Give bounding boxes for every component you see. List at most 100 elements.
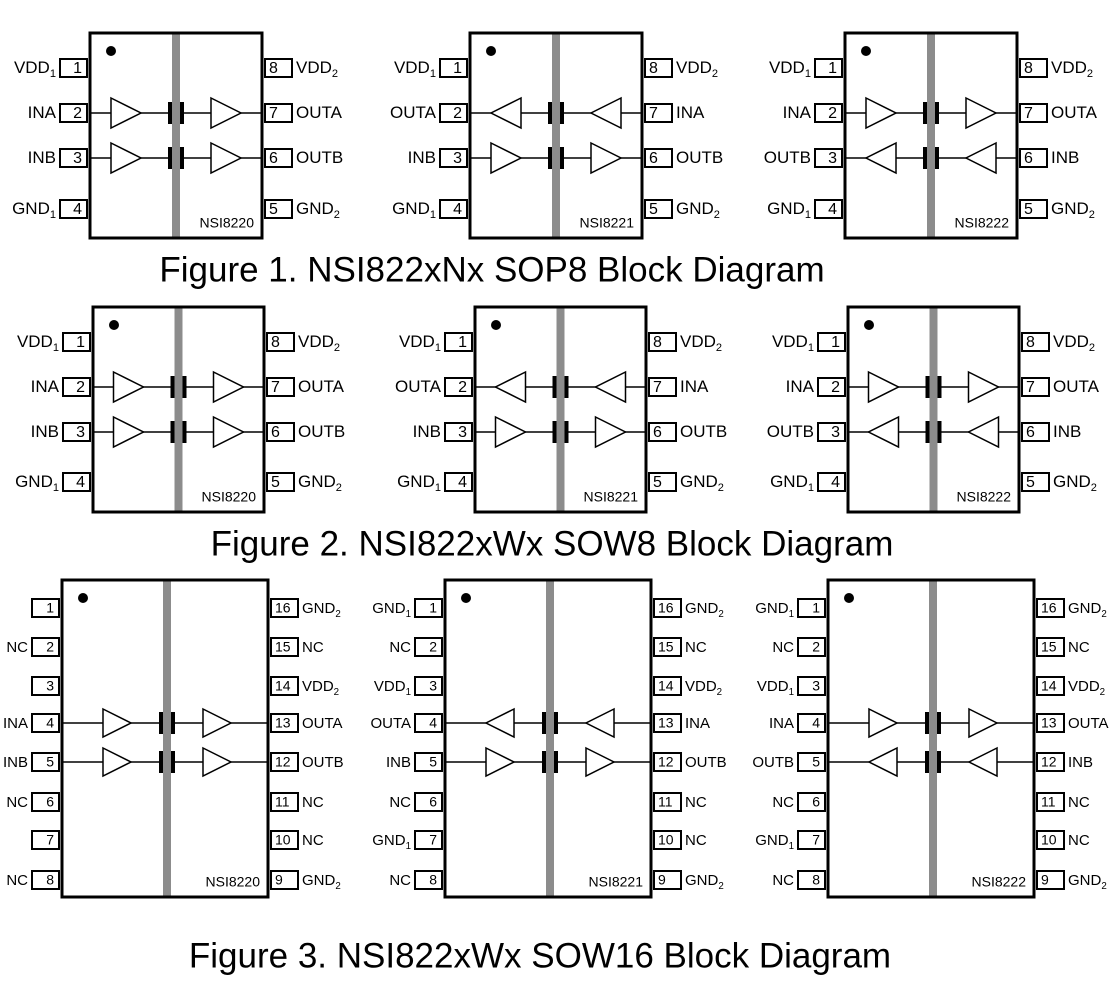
pin-label: VDD2 (1068, 678, 1105, 698)
pin-name: GND (755, 600, 789, 617)
pin-number: 4 (46, 715, 54, 731)
pin-number: 5 (429, 754, 437, 770)
pin-subscript: 1 (406, 687, 411, 698)
pin-box (1021, 472, 1050, 492)
pin-box (653, 676, 682, 696)
pin-number: 1 (73, 60, 82, 77)
buffer (964, 141, 997, 175)
buffer (967, 746, 998, 778)
pin-name: OUTA (1068, 715, 1109, 732)
pin-label: NC (389, 639, 411, 656)
pin-name: VDD (1068, 678, 1100, 695)
pin-number: 16 (275, 600, 291, 616)
isolation-barrier (929, 581, 937, 896)
pin-name: VDD (757, 678, 789, 695)
pin-box (797, 830, 826, 850)
pin-number: 8 (429, 872, 437, 888)
pin-box (439, 58, 468, 78)
pin-subscript: 2 (1101, 881, 1106, 892)
pin-number: 14 (275, 678, 291, 694)
pin1-dot (844, 593, 854, 603)
pin-subscript: 2 (717, 687, 722, 698)
pin-number: 12 (658, 754, 674, 770)
pin-label: INA (3, 715, 28, 732)
pin-label: VDD1 (772, 332, 814, 353)
pin-box (439, 148, 468, 168)
pin-label: NC (389, 794, 411, 811)
pin-number: 5 (1024, 201, 1033, 218)
pin-number: 7 (271, 379, 280, 396)
pin-label: OUTA (1068, 715, 1109, 732)
pin-subscript: 1 (406, 609, 411, 620)
pin-number: 2 (76, 379, 85, 396)
part-number: NSI8222 (972, 874, 1027, 890)
figure-caption: Figure 3. NSI822xWx SOW16 Block Diagram (189, 936, 891, 975)
pin-label: GND2 (298, 472, 342, 493)
pin-label: OUTA (1051, 103, 1098, 122)
pin-number: 3 (831, 424, 840, 441)
pin-label: NC (1068, 832, 1090, 849)
pin-label: VDD2 (296, 58, 338, 79)
pin-name: INB (1053, 422, 1081, 441)
pin-number: 2 (46, 639, 54, 655)
pin-number: 3 (828, 150, 837, 167)
pin-subscript: 2 (718, 881, 723, 892)
isolation-barrier (172, 34, 180, 237)
pin-box (797, 637, 826, 657)
pin-number: 2 (828, 105, 837, 122)
isolation-barrier (929, 308, 938, 511)
pin-box (814, 199, 843, 219)
pin-label: NC (772, 639, 794, 656)
buffer (485, 746, 516, 778)
buffer (112, 415, 146, 449)
pin-name: GND (392, 199, 430, 218)
pin-subscript: 2 (716, 342, 722, 354)
figure-caption: Figure 1. NSI822xNx SOP8 Block Diagram (159, 250, 824, 289)
pin-name: GND (1068, 872, 1102, 889)
pin-label: GND2 (680, 472, 724, 493)
pin-label: VDD1 (394, 58, 436, 79)
buffer (865, 96, 898, 130)
pin-label: INB (3, 754, 28, 771)
pin-label: GND1 (767, 199, 811, 220)
pin-name: GND (767, 199, 805, 218)
pin-number: 11 (1041, 794, 1056, 810)
pin-number: 13 (1041, 715, 1057, 731)
pin-box (444, 377, 473, 397)
pin-number: 1 (453, 60, 462, 77)
pin-name: VDD (772, 332, 808, 351)
pin-box (270, 637, 299, 657)
pin-number: 9 (658, 872, 666, 888)
pin-box (814, 58, 843, 78)
pin-label: OUTB (298, 422, 345, 441)
pin-label: INB (31, 422, 59, 441)
pin-label: GND2 (296, 199, 340, 220)
pin-name: NC (685, 794, 707, 811)
pin-name: VDD (1053, 332, 1089, 351)
pin-subscript: 2 (714, 209, 720, 221)
buffer (966, 415, 1000, 449)
buffer (210, 96, 243, 130)
pin-label: NC (1068, 639, 1090, 656)
pin-name: GND (296, 199, 334, 218)
pin-name: NC (302, 639, 324, 656)
buffer (494, 415, 528, 449)
buffer (212, 415, 246, 449)
pin-box (264, 148, 293, 168)
pin-number: 9 (1041, 872, 1049, 888)
pin-name: NC (6, 794, 28, 811)
pin-subscript: 1 (808, 342, 814, 354)
pin-subscript: 2 (336, 482, 342, 494)
buffer (590, 141, 623, 175)
pin-box (414, 637, 443, 657)
pin-number: 1 (831, 334, 840, 351)
buffer (102, 707, 133, 739)
pin-number: 1 (76, 334, 85, 351)
pin-name: NC (685, 639, 707, 656)
pin-name: OUTB (676, 148, 723, 167)
pin-number: 5 (269, 201, 278, 218)
pin-number: 16 (658, 600, 674, 616)
pin-subscript: 1 (435, 342, 441, 354)
buffer (110, 141, 143, 175)
